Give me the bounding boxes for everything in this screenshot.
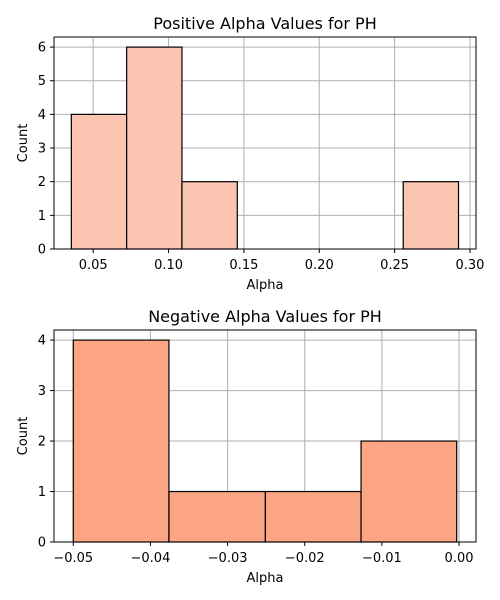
x-tick-label: −0.01 (362, 551, 402, 566)
x-tick-label: −0.02 (285, 551, 325, 566)
y-tick-label: 2 (38, 435, 46, 450)
chart-title: Negative Alpha Values for PH (148, 307, 382, 326)
x-tick-label: 0.25 (380, 258, 409, 273)
histogram-bar (402, 181, 460, 250)
histogram-bar (126, 46, 183, 250)
histogram-bar (181, 181, 238, 250)
histogram-bar (168, 490, 266, 543)
x-tick-label: 0.05 (79, 258, 108, 273)
x-tick-label: 0.10 (154, 258, 183, 273)
chart-title: Positive Alpha Values for PH (153, 14, 376, 33)
y-tick-label: 5 (38, 74, 46, 89)
x-tick-label: −0.05 (53, 551, 93, 566)
x-tick-label: 0.15 (229, 258, 258, 273)
y-tick-label: 0 (38, 536, 46, 551)
y-tick-label: 1 (38, 209, 46, 224)
y-tick-label: 1 (38, 485, 46, 500)
y-tick-label: 4 (38, 334, 46, 349)
y-tick-label: 3 (38, 384, 46, 399)
y-axis-label: Count (16, 417, 31, 456)
x-axis-label: Alpha (247, 278, 284, 293)
x-tick-label: 0.20 (305, 258, 334, 273)
histogram-bar (72, 339, 170, 543)
y-axis-label: Count (16, 124, 31, 163)
histogram-bar (360, 440, 458, 543)
x-tick-label: −0.04 (131, 551, 171, 566)
y-tick-label: 0 (38, 243, 46, 258)
y-tick-label: 6 (38, 41, 46, 56)
x-tick-label: 0.00 (445, 551, 474, 566)
x-tick-label: 0.30 (455, 258, 484, 273)
negative-alpha-histogram: −0.05 −0.04 −0.03 −0.02 −0.01 0.00 0 1 2 3 4 Negati… (16, 307, 477, 586)
positive-alpha-histogram: 0.05 0.10 0.15 0.20 0.25 0.30 0 1 2 3 4 5 6 Positive … (16, 14, 484, 293)
histogram-bar (70, 113, 128, 250)
x-tick-label: −0.03 (208, 551, 248, 566)
x-axis-label: Alpha (247, 571, 284, 586)
histogram-bar (264, 490, 362, 543)
y-tick-label: 2 (38, 175, 46, 190)
y-tick-label: 4 (38, 108, 46, 123)
y-tick-label: 3 (38, 142, 46, 157)
plot-frame (53, 36, 477, 250)
plot-frame (53, 329, 477, 543)
